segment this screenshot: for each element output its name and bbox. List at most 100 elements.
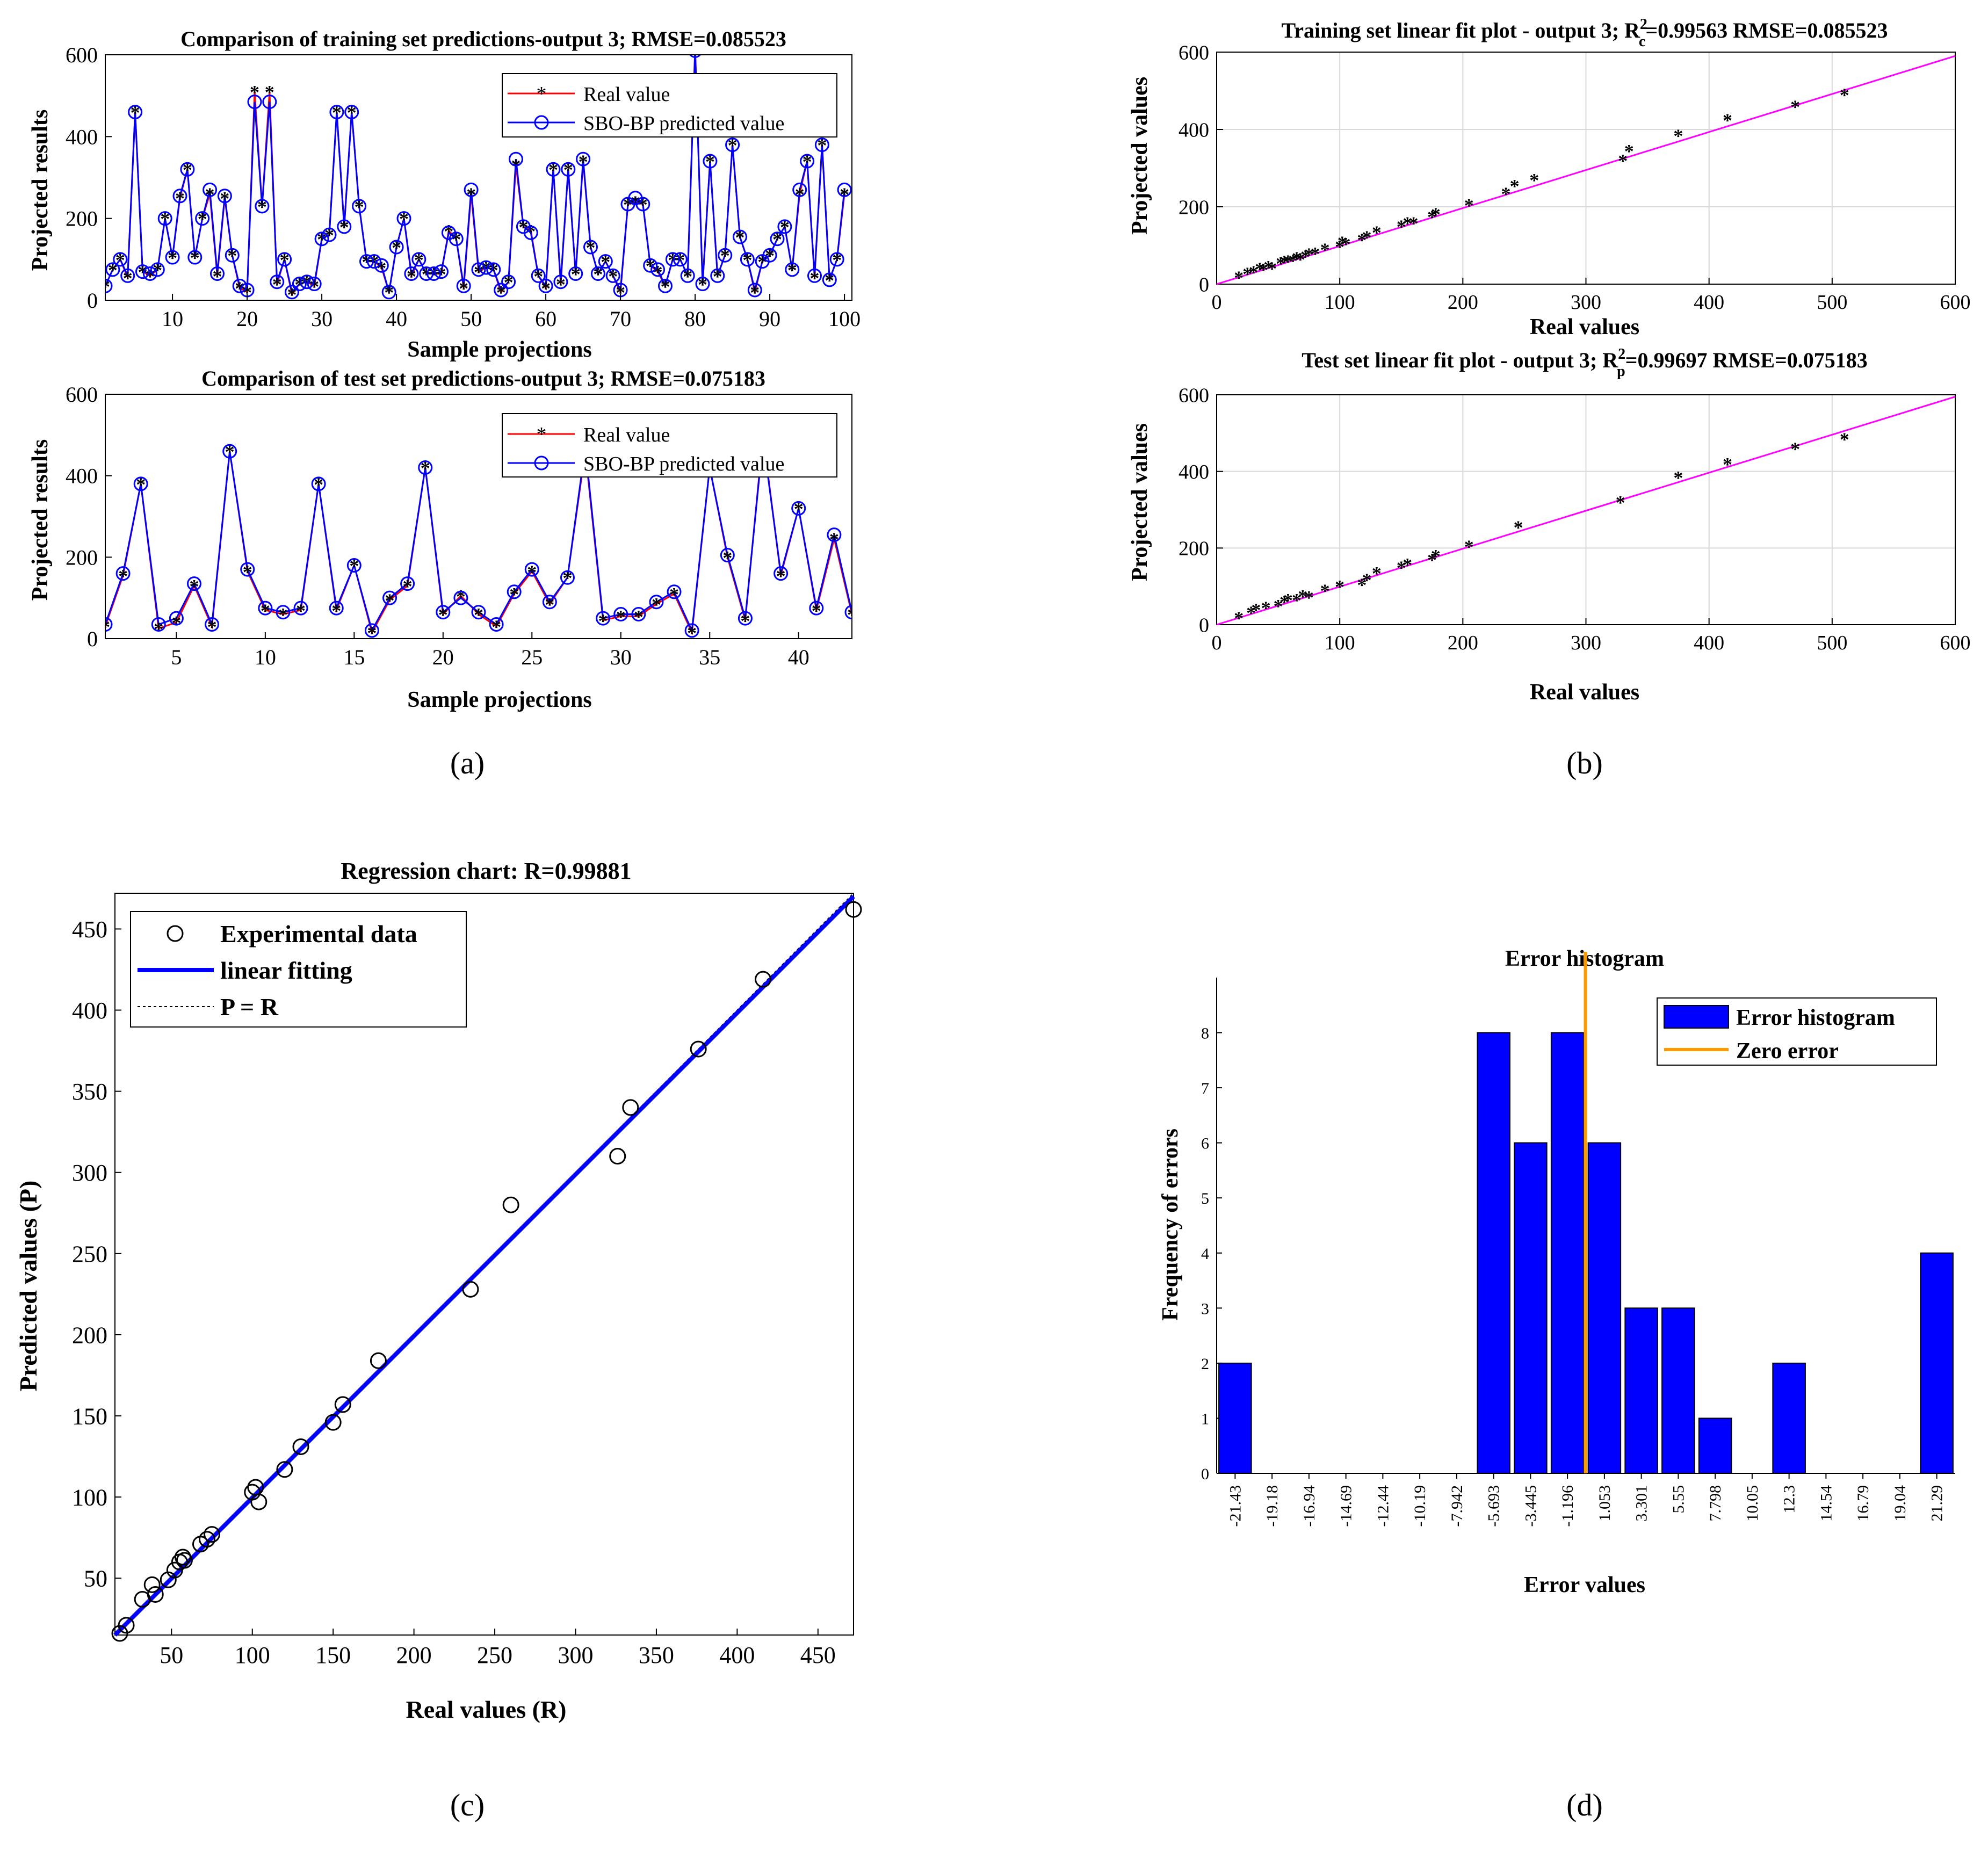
- histogram-bar: [1920, 1252, 1954, 1474]
- legend-hist-label: Error histogram: [1736, 1006, 1895, 1030]
- real-value-point: *: [265, 82, 274, 103]
- x-axis-label: Real values (R): [406, 1696, 567, 1723]
- data-point: *: [1513, 517, 1523, 538]
- predicted-value-point: [456, 278, 471, 293]
- x-tick-label: 3.301: [1633, 1485, 1651, 1522]
- experimental-data-point: [176, 1552, 193, 1569]
- predicted-value-point: [222, 444, 237, 459]
- histogram-bar: [1698, 1417, 1732, 1474]
- x-axis-label: Real values: [1530, 315, 1639, 339]
- predicted-value-point: [800, 154, 815, 169]
- predicted-value-point: [568, 266, 583, 281]
- predicted-value-point: [337, 219, 352, 234]
- predicted-value-point: [133, 476, 148, 491]
- real-value-point: *: [100, 616, 110, 638]
- data-point: *: [1723, 110, 1732, 131]
- y-tick-label: 0: [87, 627, 98, 651]
- real-value-point: *: [812, 600, 821, 621]
- predicted-value-point: [718, 248, 733, 263]
- predicted-value-point: [400, 576, 415, 591]
- plot-area: 0 1 2 3 4 5 6 7 8 -21.43 -19.18 -16.94 -14.69 -12.44 -…: [1201, 952, 1955, 1527]
- predicted-value-point: [135, 264, 150, 279]
- data-point: *: [1616, 492, 1625, 513]
- predicted-value-point: [453, 590, 468, 605]
- real-value-point: *: [526, 220, 536, 242]
- predicted-value-point: [598, 254, 613, 269]
- x-tick-label: 250: [477, 1642, 512, 1668]
- experimental-data-point: [250, 1493, 268, 1510]
- predicted-value-point: [270, 274, 285, 290]
- predicted-value-point: [658, 278, 673, 293]
- legend-data-label: Experimental data: [220, 920, 417, 947]
- histogram-bar: [1624, 1307, 1658, 1474]
- predicted-value-point: [791, 501, 806, 516]
- y-tick-label: 400: [1179, 119, 1209, 141]
- predicted-value-point: [464, 182, 479, 197]
- y-tick-label: 7: [1201, 1080, 1209, 1097]
- plot-area: 50 100 150 200 250 300 350 400 450 50 100 150 200 250…: [72, 893, 862, 1668]
- real-value-point: *: [840, 184, 849, 205]
- predicted-value-point: [501, 274, 516, 290]
- predicted-value-point: [299, 274, 314, 290]
- data-point: *: [1357, 574, 1367, 596]
- real-value-point: *: [459, 278, 468, 299]
- x-tick-label: 150: [315, 1642, 351, 1668]
- legend-hist-swatch: [1664, 1005, 1729, 1029]
- y-tick-label: 6: [1201, 1135, 1209, 1153]
- real-value-point: *: [331, 600, 341, 621]
- panel-a-training: Comparison of training set predictions-o…: [28, 27, 861, 362]
- experimental-data-point: [845, 901, 862, 918]
- x-tick-label: 200: [1448, 632, 1478, 654]
- real-value-point: *: [403, 575, 413, 597]
- panel-label-a: (a): [450, 746, 485, 780]
- data-point: *: [1510, 175, 1520, 197]
- x-tick-label: 450: [800, 1642, 836, 1668]
- data-point: *: [1372, 222, 1382, 243]
- legend: Experimental data linear fitting P = R: [130, 911, 467, 1028]
- data-point: *: [1320, 239, 1330, 261]
- predicted-value-line: [105, 439, 852, 634]
- predicted-value-point: [792, 182, 807, 197]
- data-point: *: [1300, 246, 1310, 267]
- data-point: *: [1529, 170, 1539, 191]
- legend: Error histogram Zero error: [1657, 997, 1937, 1066]
- data-point: *: [1397, 557, 1406, 578]
- title-r-sub: p: [1617, 363, 1625, 380]
- experimental-data-point: [292, 1438, 309, 1455]
- predicted-value-point: [844, 605, 852, 620]
- real-value-point: *: [474, 262, 483, 283]
- data-point: *: [1372, 563, 1382, 584]
- predicted-value-point: [247, 95, 262, 110]
- predicted-value-point: [814, 138, 829, 153]
- predicted-value-point: [553, 274, 568, 290]
- x-tick-label: 100: [828, 307, 861, 331]
- experimental-data-point: [204, 1526, 221, 1543]
- predicted-value-point: [822, 272, 837, 287]
- predicted-value-point: [635, 197, 650, 212]
- predicted-value-point: [142, 266, 157, 281]
- experimental-data-point: [370, 1352, 387, 1369]
- x-tick-label: 400: [1694, 291, 1724, 314]
- predicted-value-point: [187, 250, 203, 265]
- x-tick-label: 500: [1817, 632, 1847, 654]
- x-tick-label: 70: [610, 307, 631, 331]
- title-r-value: =0.99697 RMSE=0.075183: [1625, 348, 1868, 372]
- legend: * Real value SBO-BP predicted value: [502, 73, 837, 138]
- y-axis-label: Projected values: [1127, 77, 1152, 235]
- predicted-value-point: [665, 252, 680, 267]
- panel-b-training: Training set linear fit plot - output 3;…: [1127, 16, 1971, 339]
- y-axis-label: Projected results: [28, 439, 53, 601]
- y-tick-label: 400: [66, 125, 98, 149]
- predicted-value-point: [203, 182, 218, 197]
- panel-d-histogram: Error histogram Error values Frequency o…: [1158, 946, 1955, 1597]
- predicted-value-point: [113, 252, 128, 267]
- x-tick-label: 14.54: [1817, 1485, 1835, 1522]
- predicted-value-point: [740, 252, 755, 267]
- data-point: *: [1338, 232, 1347, 254]
- real-value-point: *: [278, 604, 288, 625]
- x-tick-label: 80: [684, 307, 706, 331]
- y-tick-label: 450: [72, 916, 107, 943]
- x-tick-label: 300: [558, 1642, 593, 1668]
- x-tick-label: 100: [235, 1642, 270, 1668]
- experimental-data-point: [755, 971, 772, 988]
